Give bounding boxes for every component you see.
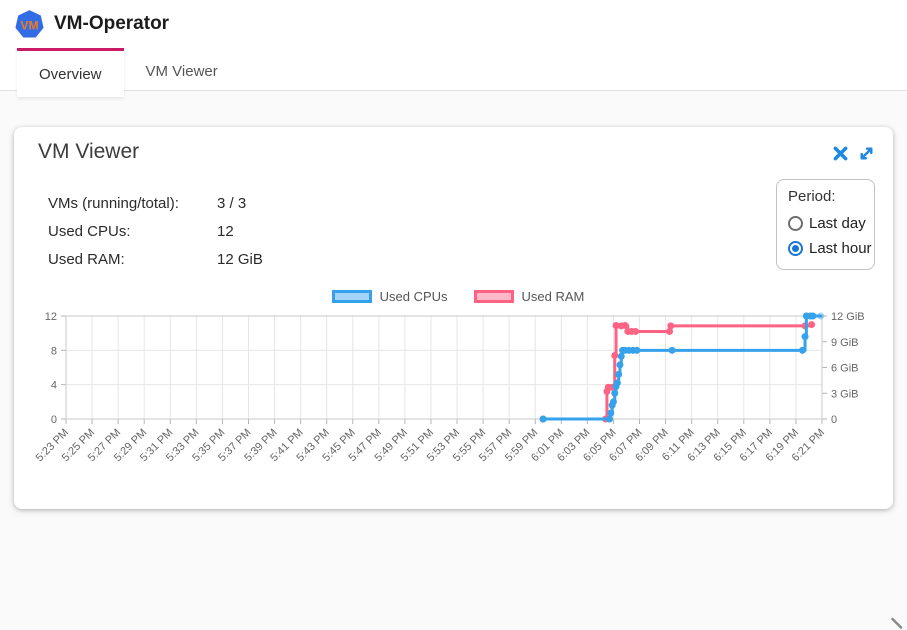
ram-point [665,327,673,335]
legend-swatch-ram [473,289,514,303]
cpu-point [615,370,623,378]
chart-legend: Used CPUs Used RAM [30,287,886,305]
y-tick-label-right: 3 GiB [831,388,859,400]
plot-border [65,315,823,420]
cpu-point [633,346,641,354]
ram-point [808,321,816,329]
ram-line [541,323,814,421]
ram-point [667,322,675,330]
cpu-point [607,409,615,417]
y-tick-label-right: 12 GiB [831,311,865,323]
resize-handle-icon[interactable] [889,614,905,630]
y-tick-label-right: 0 [831,414,837,426]
app-title: VM-Operator [54,13,170,34]
cpu-point [611,389,619,397]
y-tick-label-left: 4 [51,380,57,392]
radio-last-hour[interactable]: Last hour [788,236,874,261]
stat-label: VMs (running/total): [48,194,179,212]
legend-label: Used CPUs [379,288,448,304]
cpu-point [609,398,617,406]
cpu-point [817,312,825,320]
card-actions [832,145,875,162]
cpu-point [539,415,547,423]
radio-last-day[interactable]: Last day [788,211,874,236]
cpu-point [616,361,624,369]
stat-value: 12 [217,222,234,240]
ram-point [632,327,640,335]
radio-icon[interactable] [788,216,803,231]
ram-point [611,351,619,359]
radio-checked-icon[interactable] [788,241,803,256]
cpu-point [809,312,817,320]
stat-label: Used CPUs: [48,222,131,240]
chart: Used CPUs Used RAM 5:23 PM 5:25 PM 5:27 PM… [30,287,886,480]
ram-point [621,321,629,329]
cpu-point [617,352,625,360]
vm-logo-text: VM [20,18,38,32]
stat-value: 3 / 3 [217,194,247,212]
expand-icon[interactable] [858,145,875,162]
y-tick-label-right: 9 GiB [831,337,859,349]
app-header: VM VM-Operator [0,0,907,48]
y-tick-label-left: 0 [51,414,57,426]
cpu-point [668,346,676,354]
stat-row-vms: VMs (running/total): 3 / 3 [48,189,263,217]
stat-value: 12 GiB [217,250,263,268]
tab-bar: Overview VM Viewer [0,48,907,97]
legend-label: Used RAM [521,288,585,304]
close-icon[interactable] [832,145,849,162]
radio-label: Last hour [809,240,872,257]
legend-item-used-ram[interactable]: Used RAM [473,288,585,304]
cpu-point [801,333,809,341]
cpu-point [798,346,806,354]
tab-overview[interactable]: Overview [17,48,124,97]
legend-swatch-cpu [331,289,372,303]
period-label: Period: [788,188,836,205]
stat-row-cpus: Used CPUs: 12 [48,217,263,245]
chart-plot: 5:23 PM5:25 PM5:27 PM5:29 PM5:31 PM5:33 … [34,311,865,464]
y-tick-label-right: 6 GiB [831,363,859,375]
ram-point [612,321,620,329]
legend-item-used-cpus[interactable]: Used CPUs [331,288,448,304]
period-selector: Period: Last day Last hour [776,179,875,270]
vm-viewer-card: VM Viewer VMs (running/total): 3 / 3 Use… [14,127,903,629]
vm-logo-icon: VM [15,9,44,37]
tab-vm-viewer[interactable]: VM Viewer [145,63,218,80]
card-title: VM Viewer [38,140,140,163]
y-tick-label-left: 8 [51,345,57,357]
y-tick-label-left: 12 [45,311,57,323]
cpu-point [606,415,614,423]
stats-panel: VMs (running/total): 3 / 3 Used CPUs: 12… [48,189,263,273]
cpu-line [541,314,823,421]
stat-label: Used RAM: [48,250,125,268]
stat-row-ram: Used RAM: 12 GiB [48,245,263,273]
cpu-point [613,379,621,387]
radio-label: Last day [809,215,866,232]
